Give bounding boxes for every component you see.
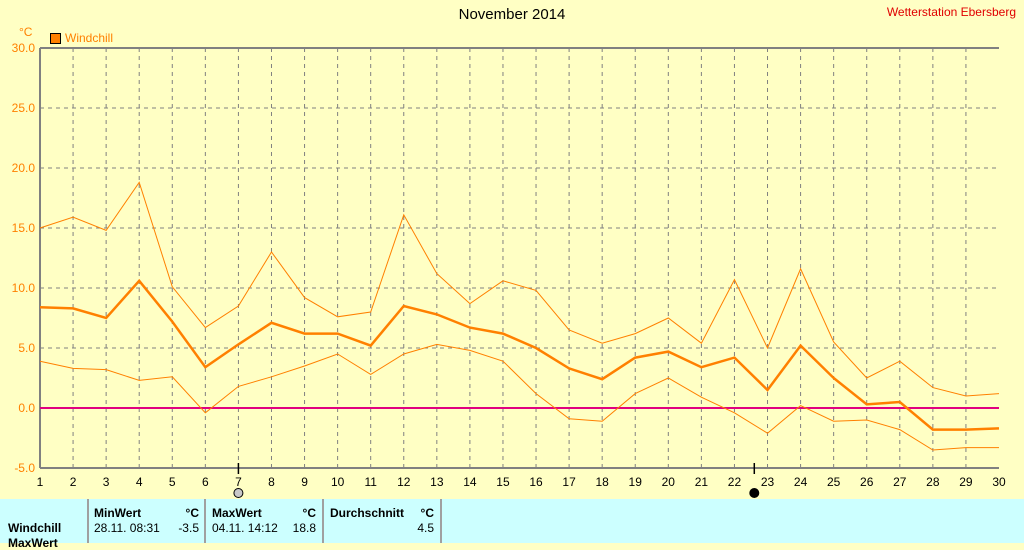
- min-column: MinWert °C 28.11. 08:31 -3.5: [89, 499, 206, 543]
- x-tick-label: 6: [202, 475, 209, 489]
- x-tick-label: 22: [728, 475, 742, 489]
- x-tick-label: 24: [794, 475, 808, 489]
- max-value: 18.8: [292, 521, 316, 535]
- x-tick-label: 5: [169, 475, 176, 489]
- station-name: Wetterstation Ebersberg: [886, 5, 1016, 19]
- x-tick-label: 3: [103, 475, 110, 489]
- x-tick-label: 12: [397, 475, 411, 489]
- avg-column: Durchschnitt °C 4.5: [324, 499, 442, 543]
- x-tick-label: 9: [301, 475, 308, 489]
- x-tick-label: 19: [629, 475, 643, 489]
- x-tick-label: 13: [430, 475, 444, 489]
- series-line-windchill: [39, 278, 1000, 431]
- row-label-column: Windchill MaxWert: [0, 499, 89, 550]
- y-tick-label: 25.0: [12, 101, 36, 115]
- legend-swatch: [50, 32, 61, 44]
- y-tick-label: 15.0: [12, 221, 36, 235]
- series-line-windchill-min: [39, 343, 999, 451]
- legend-label: Windchill: [65, 31, 114, 45]
- min-unit: °C: [185, 506, 199, 520]
- legend-item-windchill[interactable]: Windchill: [50, 31, 113, 45]
- min-value: -3.5: [178, 521, 199, 535]
- series-line-windchill-max: [39, 181, 1000, 397]
- min-header: MinWert: [94, 506, 142, 520]
- x-tick-label: 28: [926, 475, 940, 489]
- y-axis-unit: °C: [19, 25, 33, 39]
- avg-value: 4.5: [417, 521, 434, 535]
- stats-panel: Windchill MaxWert MinWert °C 28.11. 08:3…: [0, 499, 1024, 550]
- y-tick-label: 5.0: [18, 341, 35, 355]
- x-tick-label: 25: [827, 475, 841, 489]
- x-tick-label: 16: [529, 475, 543, 489]
- avg-unit: °C: [420, 506, 434, 520]
- y-tick-label: 30.0: [12, 41, 36, 55]
- x-tick-label: 1: [37, 475, 44, 489]
- x-tick-label: 17: [562, 475, 576, 489]
- x-tick-label: 11: [364, 475, 377, 489]
- x-tick-label: 14: [463, 475, 477, 489]
- x-tick-label: 29: [959, 475, 973, 489]
- x-tick-label: 21: [695, 475, 709, 489]
- x-tick-label: 8: [268, 475, 275, 489]
- x-tick-label: 4: [136, 475, 143, 489]
- y-tick-label: 10.0: [12, 281, 36, 295]
- new-moon-icon: [749, 488, 760, 498]
- chart-plot: 30.025.020.015.010.05.00.0-5.01 2 3 4 5 6 7 8 9 1…: [12, 41, 1006, 498]
- x-tick-label: 2: [70, 475, 77, 489]
- min-time: 28.11. 08:31: [94, 521, 160, 535]
- y-tick-label: 0.0: [18, 401, 35, 415]
- x-tick-label: 27: [893, 475, 907, 489]
- x-tick-label: 20: [662, 475, 676, 489]
- max-time: 04.11. 14:12: [212, 521, 278, 535]
- x-tick-label: 30: [992, 475, 1006, 489]
- x-tick-label: 7: [235, 475, 242, 489]
- max-header: MaxWert: [212, 506, 262, 520]
- x-tick-label: 10: [331, 475, 345, 489]
- chart-title: November 2014: [458, 6, 566, 23]
- y-tick-label: -5.0: [14, 461, 35, 475]
- max-column: MaxWert °C 04.11. 14:12 18.8: [206, 499, 324, 543]
- x-tick-label: 23: [761, 475, 775, 489]
- row2-label: MaxWert: [8, 536, 58, 550]
- x-tick-label: 26: [860, 475, 874, 489]
- x-tick-label: 15: [496, 475, 510, 489]
- y-tick-label: 20.0: [12, 161, 36, 175]
- row-label: Windchill: [8, 521, 62, 535]
- max-unit: °C: [302, 506, 316, 520]
- first-quarter-moon-icon: [233, 488, 244, 498]
- x-tick-label: 18: [595, 475, 609, 489]
- avg-header: Durchschnitt: [330, 506, 405, 520]
